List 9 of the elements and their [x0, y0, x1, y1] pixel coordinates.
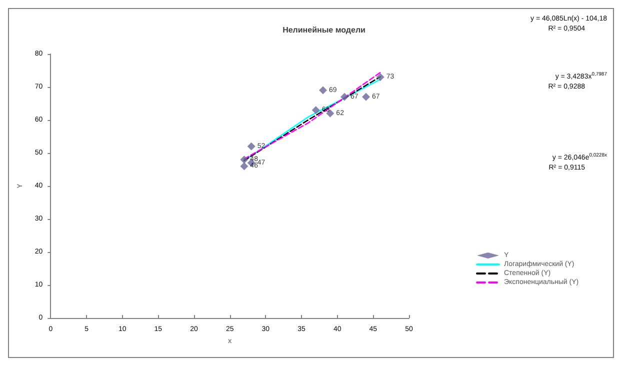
- point: [362, 92, 370, 101]
- chart-title: Нелинейные модели: [282, 26, 366, 34]
- point: [319, 86, 328, 94]
- point: [247, 142, 256, 150]
- point: [376, 73, 384, 82]
- point: [240, 156, 248, 164]
- point: [340, 92, 349, 101]
- point: [312, 106, 320, 114]
- point: [240, 162, 248, 170]
